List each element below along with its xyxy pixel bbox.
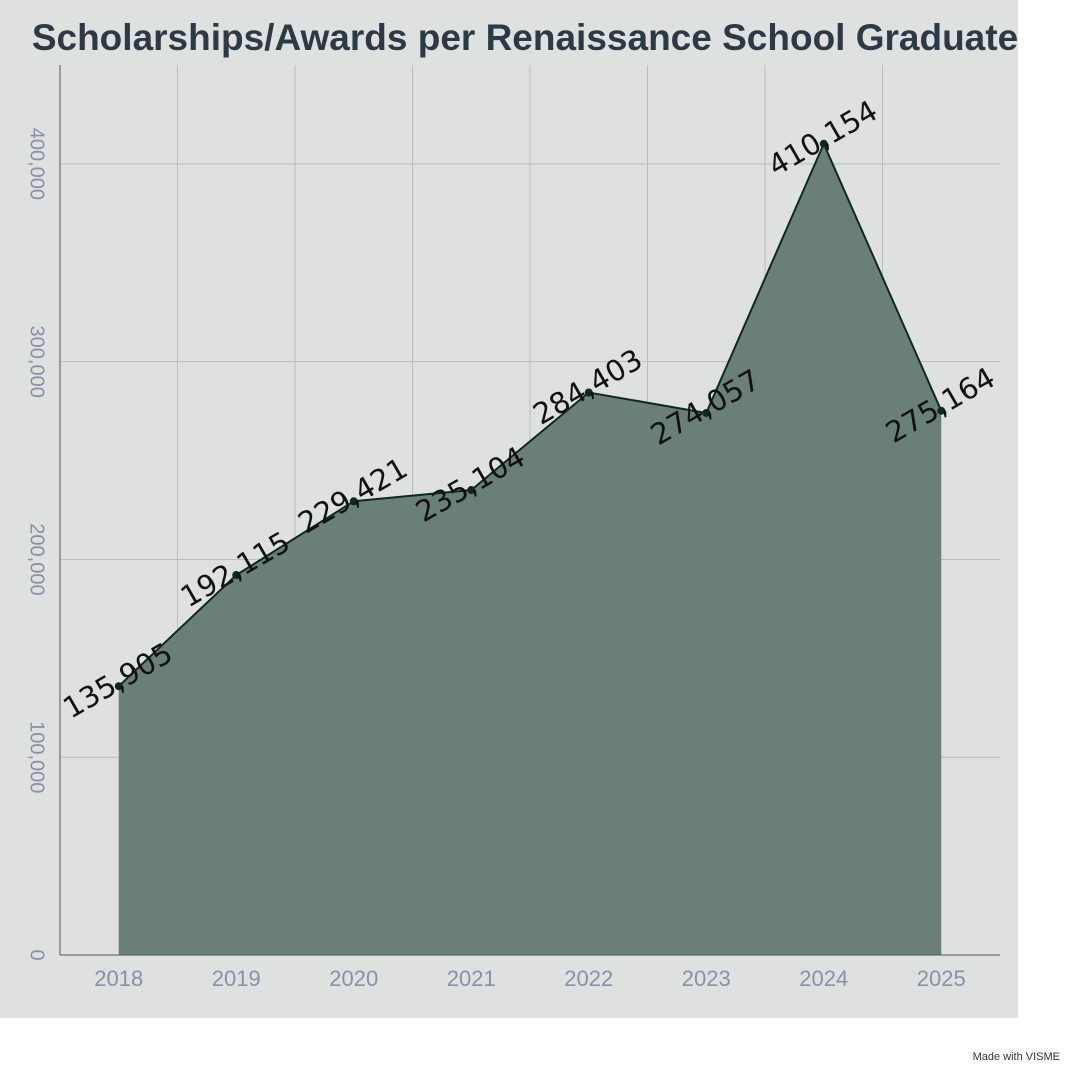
point: [349, 497, 358, 506]
x-tick-label: 2023: [682, 966, 731, 991]
x-tick-label: 2021: [447, 966, 496, 991]
x-tick-label: 2018: [94, 966, 143, 991]
y-tick-label: 100,000: [26, 721, 48, 793]
y-tick-label: 400,000: [26, 128, 48, 200]
point: [467, 486, 476, 495]
y-tick-label: 200,000: [26, 523, 48, 595]
point: [232, 571, 241, 580]
x-tick-label: 2020: [329, 966, 378, 991]
y-tick-label: 0: [26, 949, 48, 960]
point: [937, 406, 946, 415]
x-tick-label: 2024: [799, 966, 848, 991]
point: [114, 682, 123, 691]
point: [702, 408, 711, 417]
y-tick-label: 300,000: [26, 326, 48, 398]
chart-title: Scholarships/Awards per Renaissance Scho…: [32, 17, 1018, 58]
x-tick-label: 2025: [917, 966, 966, 991]
point: [819, 139, 828, 148]
line: [118, 141, 943, 687]
x-tick-label: 2019: [212, 966, 261, 991]
x-tick-label: 2022: [564, 966, 613, 991]
point: [584, 388, 593, 397]
footer: Made with VISME: [973, 1051, 1060, 1063]
